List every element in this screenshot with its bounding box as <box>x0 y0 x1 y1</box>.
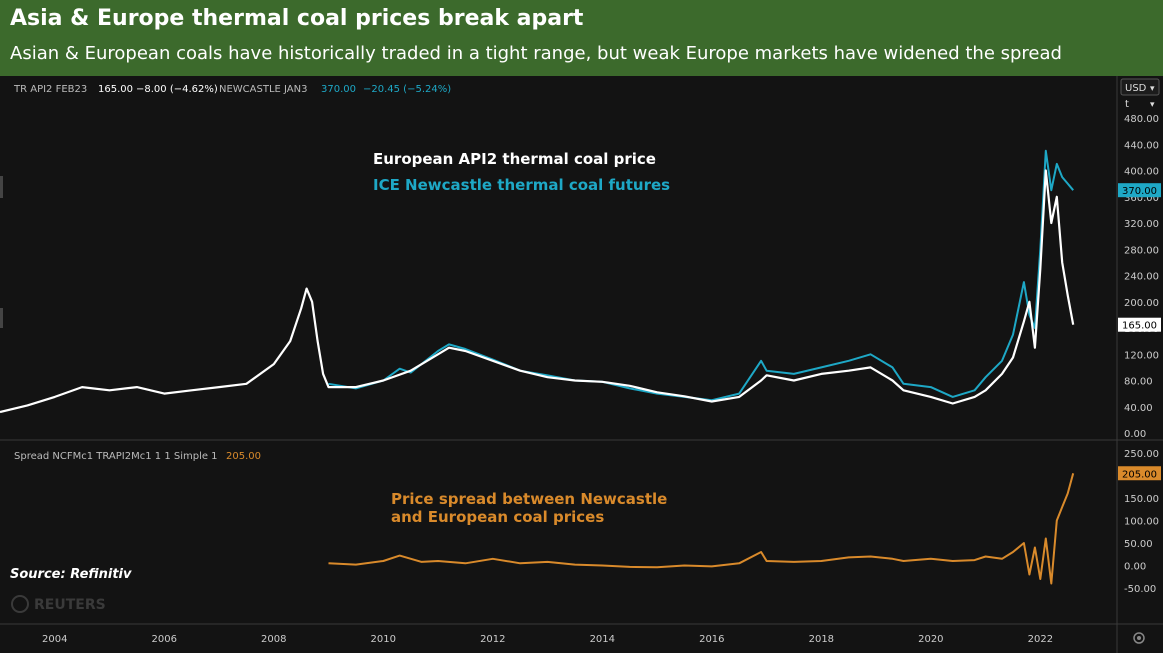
legend-top: TR API2 FEB23 165.00 −8.00 (−4.62%) NEWC… <box>13 84 451 95</box>
left-scroll-marker[interactable] <box>0 176 3 198</box>
x-tick-label: 2004 <box>42 634 67 645</box>
api2-price-tag-box <box>1118 317 1161 332</box>
legend-api2-price: 165.00 <box>98 84 133 95</box>
legend-spread-value: 205.00 <box>226 451 261 462</box>
x-tick-label: 2006 <box>152 634 177 645</box>
y-tick-label: 200.00 <box>1124 298 1159 309</box>
y-tick-label: 80.00 <box>1124 377 1153 388</box>
spread-price-tag-box <box>1118 466 1161 481</box>
spread-price-tag: 205.00 <box>1122 469 1157 480</box>
legend-newcastle-name: NEWCASTLE JAN3 <box>219 84 308 95</box>
legend-api2-name: TR API2 FEB23 <box>13 84 87 95</box>
y-tick-label: 40.00 <box>1124 403 1153 414</box>
source-note: Source: Refinitiv <box>10 567 132 582</box>
y-tick-label: 280.00 <box>1124 245 1159 256</box>
series-layer <box>0 149 1075 585</box>
annotation-newcastle: ICE Newcastle thermal coal futures <box>373 176 670 194</box>
newcastle-series-line <box>328 149 1074 402</box>
x-tick-label: 2018 <box>809 634 834 645</box>
y-tick-label: 50.00 <box>1124 539 1153 550</box>
y-tick-label: 150.00 <box>1124 494 1159 505</box>
chart-canvas[interactable]: USD ▾ t ▾ TR API2 FEB23 165.00 −8.00 (−4… <box>0 76 1163 653</box>
y-tick-label: 120.00 <box>1124 350 1159 361</box>
x-tick-label: 2010 <box>371 634 396 645</box>
y-tick-label: 480.00 <box>1124 114 1159 125</box>
annotation-api2: European API2 thermal coal price <box>373 150 656 168</box>
reuters-logo-icon <box>11 595 29 613</box>
legend-api2-change: −8.00 (−4.62%) <box>136 84 218 95</box>
newcastle-price-tag: 370.00 <box>1122 186 1157 197</box>
y-tick-label: 250.00 <box>1124 449 1159 460</box>
currency-label: USD <box>1125 83 1147 94</box>
annotation-spread-line2: and European coal prices <box>391 508 604 526</box>
y-tick-label: 0.00 <box>1124 562 1146 573</box>
x-tick-label: 2008 <box>261 634 286 645</box>
header-banner: Asia & Europe thermal coal prices break … <box>0 0 1163 76</box>
left-scroll-marker[interactable] <box>0 308 3 328</box>
legend-spread-name: Spread NCFMc1 TRAPI2Mc1 1 1 Simple 1 <box>14 451 218 462</box>
api2-price-tag: 165.00 <box>1122 321 1157 332</box>
currency-selector[interactable]: USD ▾ <box>1120 78 1160 96</box>
y-tick-label: 0.00 <box>1124 429 1146 440</box>
legend-newcastle-price: 370.00 <box>321 84 356 95</box>
gear-icon[interactable] <box>1133 632 1145 644</box>
y-tick-label: 320.00 <box>1124 219 1159 230</box>
annotation-spread-line1: Price spread between Newcastle <box>391 490 667 508</box>
currency-selector-box[interactable] <box>1120 78 1160 96</box>
x-tick-label: 2016 <box>699 634 724 645</box>
y-tick-label: 440.00 <box>1124 140 1159 151</box>
x-tick-label: 2020 <box>918 634 943 645</box>
gear-icon-ring[interactable] <box>1133 632 1145 644</box>
y-tick-label: 240.00 <box>1124 272 1159 283</box>
y-tick-label: 100.00 <box>1124 517 1159 528</box>
unit-label: t <box>1125 99 1129 110</box>
price-tags: 370.00 165.00 205.00 <box>1118 183 1161 481</box>
api2-series-line <box>0 169 1075 414</box>
x-tick-label: 2022 <box>1028 634 1053 645</box>
legend-bottom: Spread NCFMc1 TRAPI2Mc1 1 1 Simple 1 205… <box>14 451 261 462</box>
x-tick-label: 2014 <box>590 634 615 645</box>
reuters-watermark: REUTERS <box>11 595 106 613</box>
reuters-wordmark: REUTERS <box>34 597 106 613</box>
chevron-down-icon: ▾ <box>1150 84 1155 94</box>
y-tick-label: 360.00 <box>1124 193 1159 204</box>
page-title: Asia & Europe thermal coal prices break … <box>10 6 584 31</box>
y-tick-label: -50.00 <box>1124 584 1156 595</box>
chevron-down-icon: ▾ <box>1150 100 1155 110</box>
y-tick-label: 400.00 <box>1124 167 1159 178</box>
spread-series-line <box>328 473 1075 585</box>
legend-newcastle-change: −20.45 (−5.24%) <box>363 84 451 95</box>
unit-selector[interactable]: t ▾ <box>1125 99 1155 110</box>
newcastle-price-tag-box <box>1118 183 1161 198</box>
gear-icon-hub[interactable] <box>1137 636 1141 640</box>
x-tick-label: 2012 <box>480 634 505 645</box>
page-subtitle: Asian & European coals have historically… <box>10 43 1062 64</box>
